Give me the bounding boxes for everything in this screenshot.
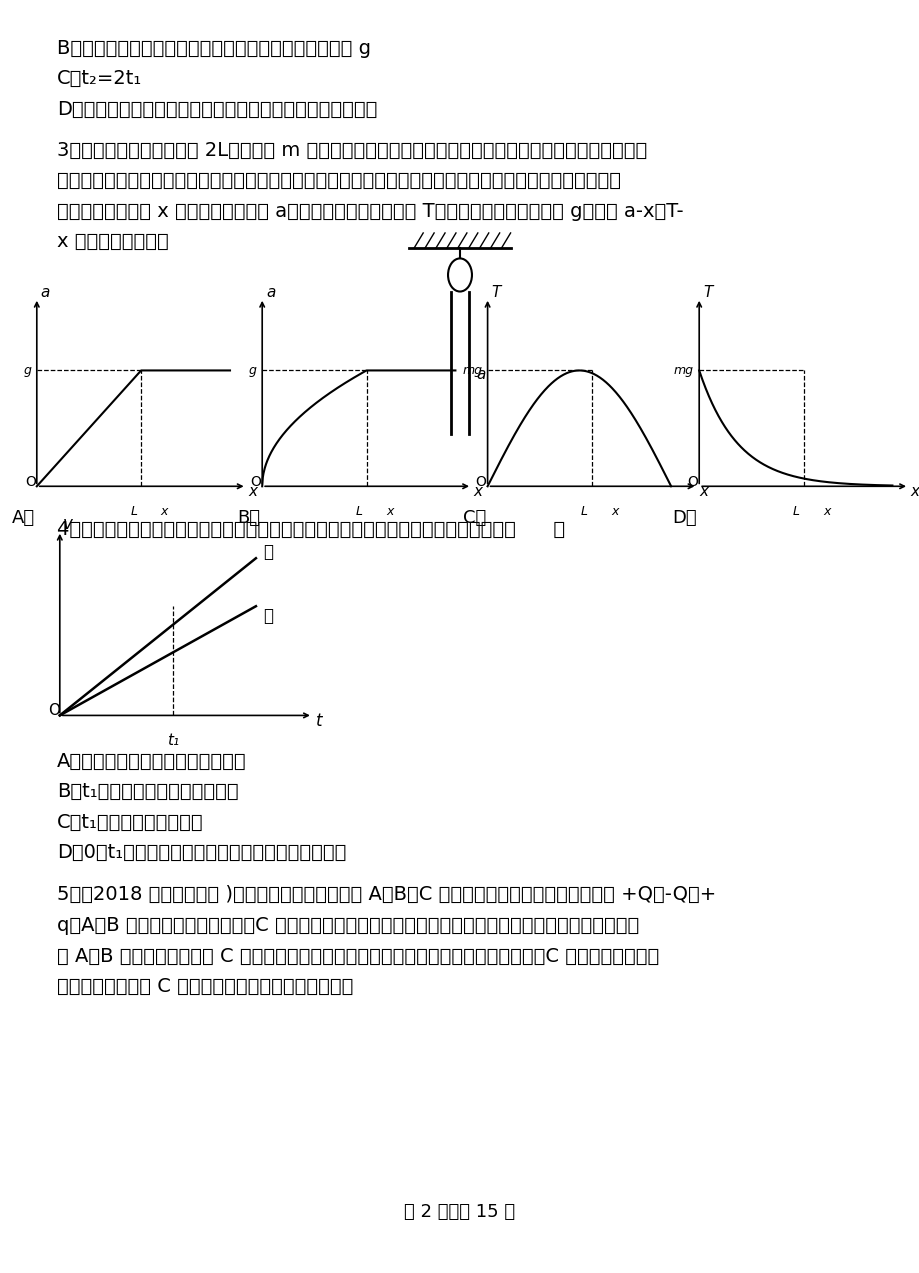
Text: C．t₂=2t₁: C．t₂=2t₁ xyxy=(57,70,142,88)
Text: g: g xyxy=(248,364,256,377)
Text: 4．甲、乙两车从同一地点沿同一方向出发，下图是甲、乙两车的速度图象，由图可知（      ）: 4．甲、乙两车从同一地点沿同一方向出发，下图是甲、乙两车的速度图象，由图可知（ … xyxy=(57,521,564,538)
Text: T: T xyxy=(702,285,711,300)
Text: O: O xyxy=(475,476,486,489)
Text: B．当小球运动到最高点时，小球的加速度为重力加速度 g: B．当小球运动到最高点时，小球的加速度为重力加速度 g xyxy=(57,39,370,57)
Text: q．A、B 固定在绝缘水平桌面上，C 带有小孔，穿在动摩擦因数处处相同的粗糙绝缘杆上，绝缘杆竖直放置: q．A、B 固定在绝缘水平桌面上，C 带有小孔，穿在动摩擦因数处处相同的粗糙绝缘… xyxy=(57,917,639,934)
Text: O: O xyxy=(25,476,36,489)
Text: L: L xyxy=(130,505,137,518)
Text: a: a xyxy=(266,285,275,300)
Text: t₁: t₁ xyxy=(167,733,179,749)
Text: g: g xyxy=(23,364,31,377)
Text: 量保持不变．那么 C 在下落过程中，以下判断正确的是: 量保持不变．那么 C 在下落过程中，以下判断正确的是 xyxy=(57,978,353,995)
Text: x: x xyxy=(822,505,829,518)
Text: 分布均匀，滑轮的质量和大小均忽略不计，不计一切摩擦。由于轻微扰动，右侧绳从静止开始竖直下降，当它: 分布均匀，滑轮的质量和大小均忽略不计，不计一切摩擦。由于轻微扰动，右侧绳从静止开… xyxy=(57,172,620,190)
Text: O: O xyxy=(48,703,60,718)
Text: O: O xyxy=(686,476,698,489)
Text: v: v xyxy=(62,516,73,533)
Text: x: x xyxy=(160,505,167,518)
Text: O: O xyxy=(250,476,261,489)
Text: mg: mg xyxy=(673,364,693,377)
Text: x: x xyxy=(698,484,708,499)
Text: 在 A、B 连线的中点处，将 C 从杆上某一位置由静止释放，下落至桌面时速度恰好为零．C 沿杆下滑时带电荷: 在 A、B 连线的中点处，将 C 从杆上某一位置由静止释放，下落至桌面时速度恰好… xyxy=(57,947,659,965)
Text: x 关系图线正确的是: x 关系图线正确的是 xyxy=(57,233,168,251)
Text: D．小球的速度大小先减小后增大，加速度大小先增大后减小: D．小球的速度大小先减小后增大，加速度大小先增大后减小 xyxy=(57,101,377,118)
Text: L: L xyxy=(792,505,799,518)
Text: D．: D． xyxy=(672,509,697,527)
Text: A．: A． xyxy=(12,509,35,527)
Text: a: a xyxy=(476,367,485,382)
Text: x: x xyxy=(910,484,919,499)
Text: 乙: 乙 xyxy=(263,542,273,561)
Text: t: t xyxy=(315,712,322,729)
Text: x: x xyxy=(248,484,257,499)
Text: A．甲车的加速度大于乙车的加速度: A．甲车的加速度大于乙车的加速度 xyxy=(57,752,246,770)
Text: B．t₁时刻甲、乙两车的速度相等: B．t₁时刻甲、乙两车的速度相等 xyxy=(57,783,238,801)
Text: a: a xyxy=(40,285,50,300)
Text: T: T xyxy=(491,285,500,300)
Text: D．0～t₁时刻，甲车的平均速度小于乙车的平均速度: D．0～t₁时刻，甲车的平均速度小于乙车的平均速度 xyxy=(57,844,346,862)
Text: C．: C． xyxy=(462,509,485,527)
Text: 3．如图所示，一根长度为 2L、质量为 m 的绳子挂在定滑轮的两侧，左右两边绳子的长度相等。绳子的质量: 3．如图所示，一根长度为 2L、质量为 m 的绳子挂在定滑轮的两侧，左右两边绳子… xyxy=(57,141,647,159)
Text: x: x xyxy=(610,505,618,518)
Text: x: x xyxy=(473,484,482,499)
Text: 第 2 页，共 15 页: 第 2 页，共 15 页 xyxy=(404,1203,515,1221)
Text: C．t₁时刻甲、乙两车相遇: C．t₁时刻甲、乙两车相遇 xyxy=(57,813,203,831)
Text: 5．（2018 中原名校联盟 )如图所示，三个带电小球 A、B、C 可视为点电荷，所带电荷量分别为 +Q、-Q、+: 5．（2018 中原名校联盟 )如图所示，三个带电小球 A、B、C 可视为点电荷… xyxy=(57,886,716,904)
Text: x: x xyxy=(385,505,392,518)
Text: B．: B． xyxy=(237,509,260,527)
Text: L: L xyxy=(356,505,362,518)
Text: 甲: 甲 xyxy=(263,607,273,625)
Text: L: L xyxy=(581,505,587,518)
Text: mg: mg xyxy=(461,364,482,377)
Text: 向下运动的位移为 x 时，加速度大小为 a，滑轮对天花板的拉力为 T。已知重力加速度大小为 g，下列 a-x、T-: 向下运动的位移为 x 时，加速度大小为 a，滑轮对天花板的拉力为 T。已知重力加… xyxy=(57,202,683,220)
